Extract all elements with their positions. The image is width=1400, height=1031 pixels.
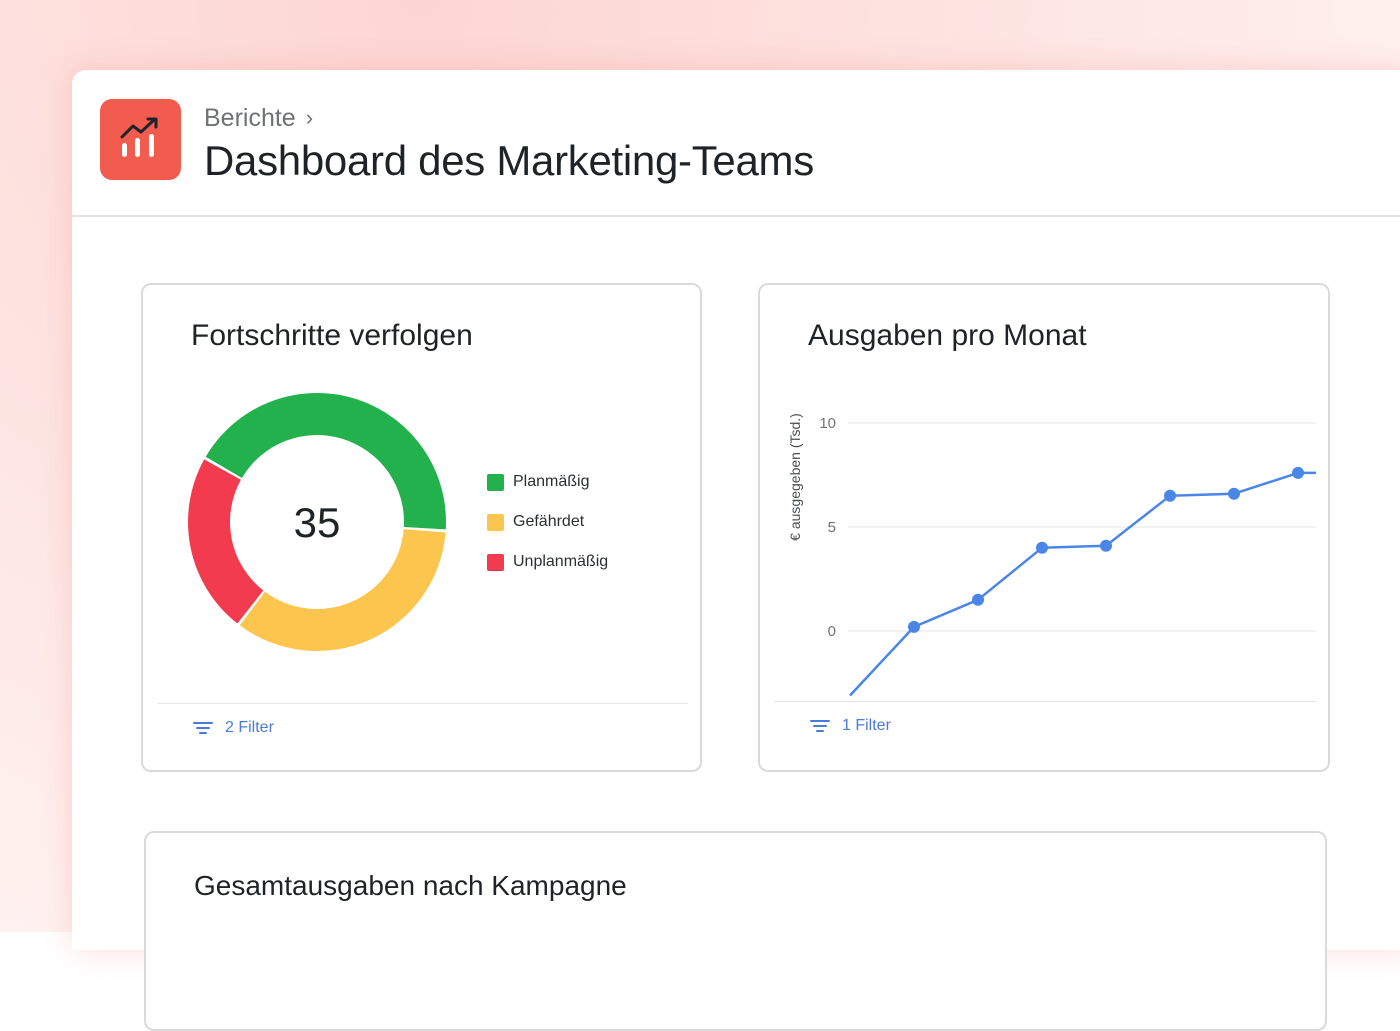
filter-label: 1 Filter bbox=[842, 717, 891, 734]
data-point[interactable] bbox=[1228, 487, 1240, 500]
card-campaign: Gesamtausgaben nach Kampagne bbox=[144, 831, 1327, 1031]
filter-icon bbox=[193, 720, 213, 736]
donut-slice-2[interactable] bbox=[188, 459, 264, 624]
chevron-right-icon: › bbox=[305, 105, 314, 130]
card-spend: Ausgaben pro Monat 0 5 10 € ausgegeben (Ts… bbox=[758, 283, 1330, 772]
report-chart-icon bbox=[100, 99, 181, 180]
filter-button[interactable]: 2 Filter bbox=[193, 719, 274, 737]
legend-swatch bbox=[487, 473, 504, 491]
donut-slice-0[interactable] bbox=[205, 392, 446, 530]
filter-icon bbox=[810, 718, 830, 734]
line-chart: 0 5 10 € ausgegeben (Tsd.) bbox=[787, 413, 1316, 697]
card-title: Fortschritte verfolgen bbox=[191, 319, 473, 352]
card-title: Gesamtausgaben nach Kampagne bbox=[194, 870, 627, 901]
card-progress: Fortschritte verfolgen 35 Planmäßig Gefäh… bbox=[141, 283, 702, 772]
app-window: Berichte › Dashboard des Marketing-Teams… bbox=[72, 70, 1400, 1031]
data-point[interactable] bbox=[972, 593, 984, 606]
y-tick-label: 0 bbox=[828, 623, 836, 640]
legend-item: Planmäßig bbox=[487, 473, 589, 491]
data-point[interactable] bbox=[1164, 489, 1176, 502]
legend-item: Gefährdet bbox=[487, 513, 584, 531]
donut-center-value: 35 bbox=[294, 499, 341, 546]
legend-label: Planmäßig bbox=[513, 473, 590, 490]
data-point[interactable] bbox=[1292, 466, 1304, 479]
y-tick-label: 5 bbox=[828, 519, 836, 536]
breadcrumb-link-berichte[interactable]: Berichte bbox=[204, 103, 296, 132]
data-point[interactable] bbox=[1036, 541, 1048, 554]
donut-chart: 35 bbox=[188, 392, 446, 651]
card-title: Ausgaben pro Monat bbox=[808, 319, 1087, 352]
donut-slice-1[interactable] bbox=[239, 529, 446, 651]
legend-swatch bbox=[487, 553, 504, 571]
filter-label: 2 Filter bbox=[225, 719, 274, 736]
y-tick-label: 10 bbox=[819, 415, 836, 432]
data-point[interactable] bbox=[1100, 539, 1112, 552]
legend-item: Unplanmäßig bbox=[487, 553, 608, 571]
legend-swatch bbox=[487, 513, 504, 531]
card-divider bbox=[774, 701, 1316, 702]
y-axis-label: € ausgegeben (Tsd.) bbox=[787, 413, 803, 541]
page-title: Dashboard des Marketing-Teams bbox=[204, 137, 814, 184]
series-line bbox=[849, 471, 1316, 697]
card-divider bbox=[158, 703, 688, 704]
dashboard-content: Fortschritte verfolgen 35 Planmäßig Gefäh… bbox=[72, 217, 1400, 1031]
legend-label: Unplanmäßig bbox=[513, 553, 609, 570]
filter-button[interactable]: 1 Filter bbox=[810, 717, 891, 735]
breadcrumb: Berichte › bbox=[204, 102, 313, 134]
page-header: Berichte › Dashboard des Marketing-Teams bbox=[72, 70, 1400, 217]
data-point[interactable] bbox=[908, 620, 920, 633]
legend-label: Gefährdet bbox=[513, 513, 585, 530]
